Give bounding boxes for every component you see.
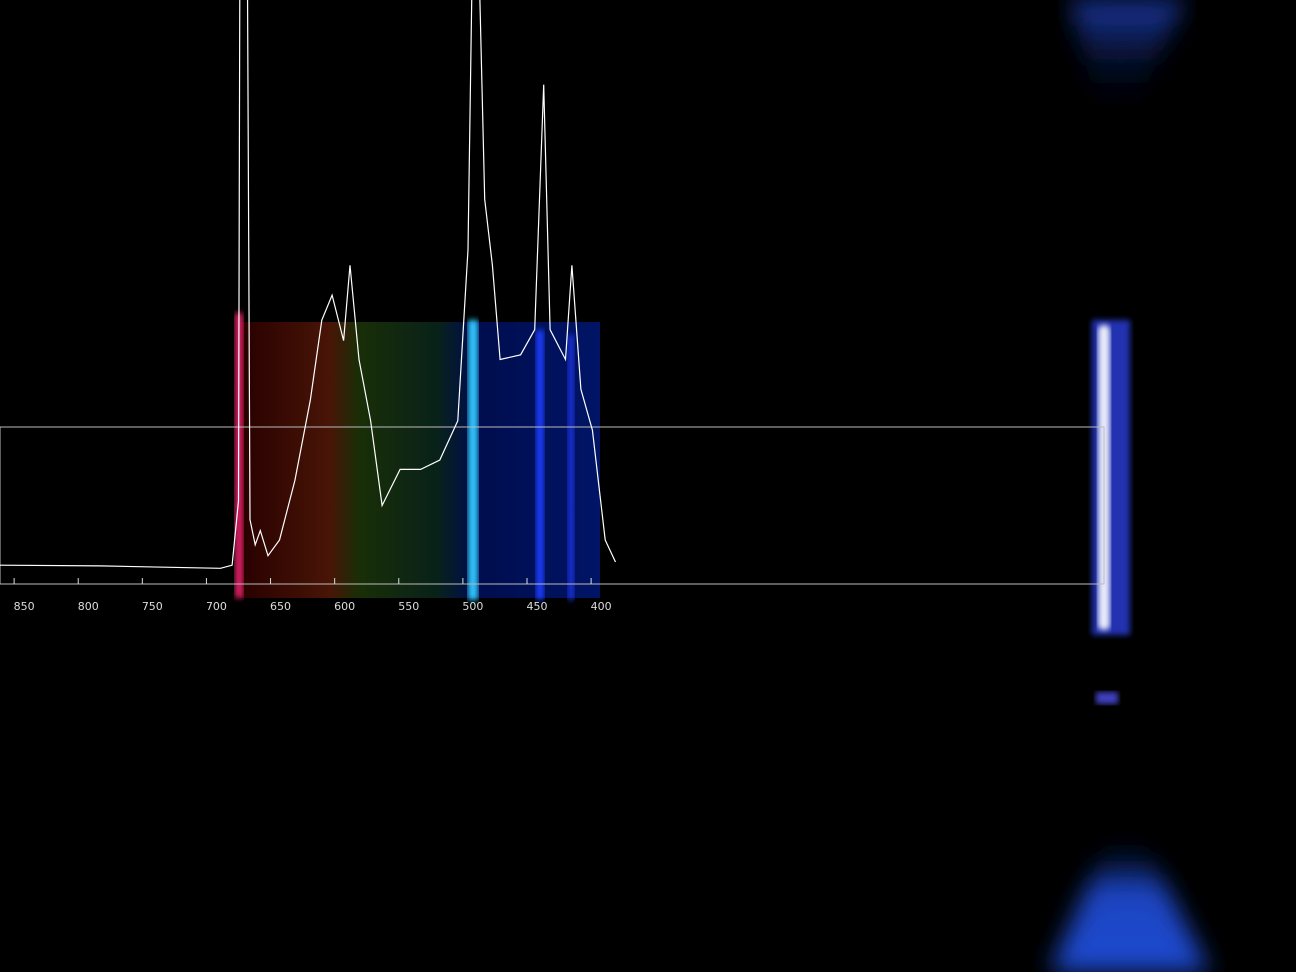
lamp-glow bbox=[1092, 320, 1130, 635]
x-tick-label: 550 bbox=[398, 600, 419, 613]
spectrum-curve bbox=[0, 0, 617, 569]
x-tick-label: 600 bbox=[334, 600, 355, 613]
x-tick-label: 450 bbox=[526, 600, 547, 613]
spectrum-band bbox=[240, 322, 600, 598]
x-tick-label: 650 bbox=[270, 600, 291, 613]
x-tick-label: 400 bbox=[591, 600, 612, 613]
lamp-base bbox=[1096, 692, 1118, 704]
x-tick-label: 700 bbox=[206, 600, 227, 613]
x-tick-label: 500 bbox=[462, 600, 483, 613]
plot: 850 800 750 700 650 600 550 500 450 400 bbox=[0, 0, 617, 613]
glow-top bbox=[1070, 0, 1185, 120]
plot-frame bbox=[0, 426, 1105, 585]
x-tick-label: 750 bbox=[142, 600, 163, 613]
x-tick-label: 850 bbox=[14, 600, 35, 613]
cyan-line bbox=[468, 320, 478, 600]
violet-line bbox=[568, 335, 574, 600]
blue-line bbox=[536, 330, 544, 600]
glow-bottom bbox=[1050, 835, 1210, 972]
x-tick-label: 800 bbox=[78, 600, 99, 613]
